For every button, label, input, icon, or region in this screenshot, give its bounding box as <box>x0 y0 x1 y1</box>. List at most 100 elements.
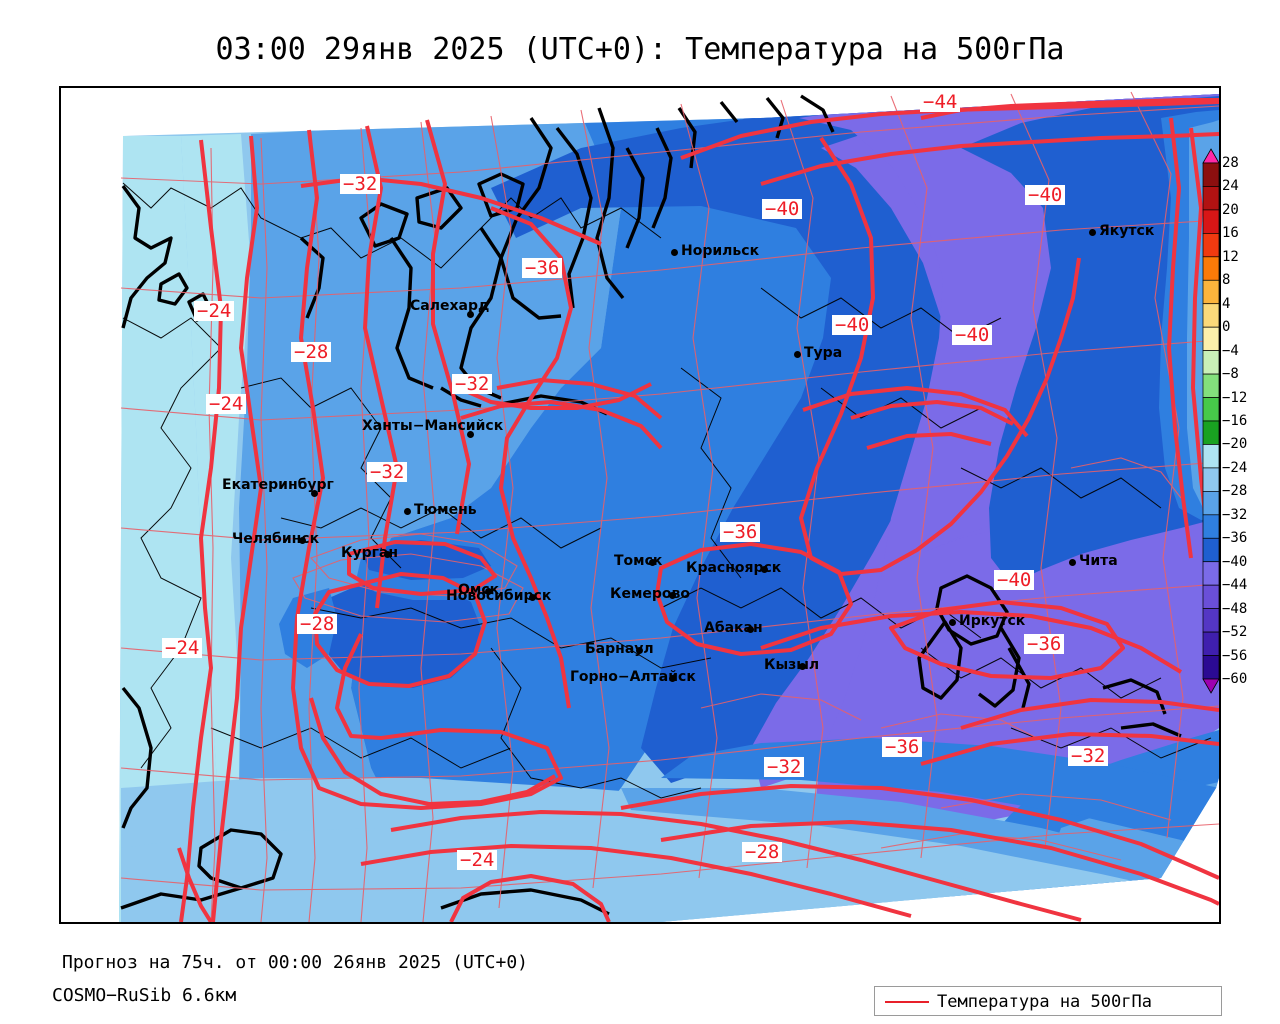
colorbar-band <box>1202 303 1220 328</box>
city-marker-dot <box>671 249 678 256</box>
colorbar-band <box>1202 373 1220 398</box>
colorbar-band <box>1202 561 1220 586</box>
city-marker-dot <box>529 594 536 601</box>
colorbar <box>1202 148 1220 694</box>
city-marker-dot <box>384 551 391 558</box>
legend-box: Температура на 500гПа <box>874 986 1222 1016</box>
colorbar-band <box>1202 233 1220 258</box>
contour-label: −28 <box>742 842 783 862</box>
city-marker-dot <box>636 647 643 654</box>
colorbar-tick-label: −48 <box>1222 600 1248 617</box>
contour-label: −32 <box>1068 746 1109 766</box>
colorbar-band <box>1202 256 1220 281</box>
city-marker-dot <box>649 559 656 566</box>
colorbar-tick-label: −16 <box>1222 413 1248 429</box>
city-marker-dot <box>949 619 956 626</box>
colorbar-band <box>1202 397 1220 422</box>
contour-label: −36 <box>720 522 761 542</box>
colorbar-tick-label: −60 <box>1222 671 1248 687</box>
colorbar-band <box>1202 420 1220 445</box>
legend-line-swatch <box>885 1001 929 1003</box>
city-label: Томск <box>614 553 663 569</box>
contour-label: −24 <box>457 850 498 870</box>
colorbar-tick-label: −12 <box>1222 389 1248 406</box>
colorbar-tick-label: −40 <box>1222 553 1248 570</box>
contour-label: −44 <box>920 92 961 112</box>
city-label: Горно−Алтайск <box>570 669 696 685</box>
contour-label: −40 <box>952 325 993 345</box>
colorbar-band <box>1202 444 1220 469</box>
colorbar-band <box>1202 491 1220 516</box>
city-marker-dot <box>794 351 801 358</box>
colorbar-tick-label: −52 <box>1222 624 1248 641</box>
contour-label: −36 <box>1024 634 1065 654</box>
city-label: Омск <box>458 582 500 598</box>
contour-label: −40 <box>762 199 803 219</box>
contour-label: −36 <box>882 737 923 757</box>
colorbar-tick-label: −56 <box>1222 647 1248 664</box>
page-title: 03:00 29янв 2025 (UTC+0): Температура на… <box>215 32 1065 67</box>
contour-label: −36 <box>522 258 563 278</box>
city-label: Курган <box>341 545 399 561</box>
contour-label: −32 <box>367 462 408 482</box>
city-label: Салехард <box>410 298 490 314</box>
contour-label: −32 <box>452 374 493 394</box>
contour-label: −32 <box>340 174 381 194</box>
colorbar-tick-label: 28 <box>1222 155 1239 171</box>
colorbar-tick-label: −28 <box>1222 483 1248 500</box>
city-label: Тура <box>804 345 843 361</box>
contour-label: −28 <box>297 614 338 634</box>
colorbar-band <box>1202 467 1220 492</box>
city-marker-dot <box>404 508 411 515</box>
colorbar-band <box>1202 514 1220 539</box>
city-label: Кызыл <box>764 657 820 673</box>
city-marker-dot <box>467 431 474 438</box>
city-label: Кемерово <box>610 586 690 602</box>
colorbar-tick-label: 20 <box>1222 201 1239 218</box>
colorbar-band <box>1202 608 1220 633</box>
colorbar-band <box>1202 186 1220 211</box>
colorbar-band <box>1202 162 1220 187</box>
contour-label: −40 <box>832 315 873 335</box>
colorbar-tick-label: 16 <box>1222 225 1239 242</box>
temperature-map[interactable] <box>61 88 1219 922</box>
city-marker-dot <box>299 537 306 544</box>
colorbar-band <box>1202 584 1220 609</box>
city-label: Новосибирск <box>446 588 552 604</box>
colorbar-band <box>1202 537 1220 563</box>
city-marker-dot <box>761 566 768 573</box>
colorbar-tick-label: 8 <box>1222 272 1231 289</box>
city-marker-dot <box>311 490 318 497</box>
contour-label: −40 <box>1025 185 1066 205</box>
colorbar-tick-label: −36 <box>1222 530 1248 547</box>
city-marker-dot <box>747 626 754 633</box>
city-label: Иркутск <box>959 613 1026 629</box>
colorbar-tick-label: −4 <box>1222 342 1239 359</box>
colorbar-band <box>1202 631 1220 656</box>
city-label: Красноярск <box>686 560 782 576</box>
colorbar-tick-label: 4 <box>1222 295 1231 312</box>
city-marker-dot <box>467 311 474 318</box>
city-marker-dot <box>669 675 676 682</box>
model-info: COSMO−RuSib 6.6км <box>52 985 237 1006</box>
colorbar-ticks: 28 24 20 16 12 8 4 0 −4 −8 −12 −16 −20 −24 −28 −32 −36 −4… <box>1222 150 1280 695</box>
colorbar-band <box>1202 350 1220 375</box>
contour-label: −24 <box>194 301 235 321</box>
colorbar-band <box>1202 209 1220 234</box>
contour-label: −32 <box>764 757 805 777</box>
city-marker-dot <box>1089 229 1096 236</box>
map-frame: Норильск Якутск Салехард Тура Ханты−Мансийск… <box>59 86 1221 924</box>
city-marker-dot <box>669 592 676 599</box>
city-label: Екатеринбург <box>222 477 334 493</box>
city-label: Челябинск <box>232 531 320 547</box>
colorbar-tick-label: −24 <box>1222 459 1248 476</box>
contour-label: −24 <box>162 638 203 658</box>
city-label: Норильск <box>681 243 760 259</box>
contour-label: −40 <box>994 570 1035 590</box>
city-label: Якутск <box>1099 223 1155 239</box>
colorbar-band <box>1202 326 1220 351</box>
admin-boundaries <box>122 182 1212 799</box>
colorbar-tick-label: −32 <box>1222 506 1248 523</box>
colorbar-tick-label: −44 <box>1222 577 1248 594</box>
